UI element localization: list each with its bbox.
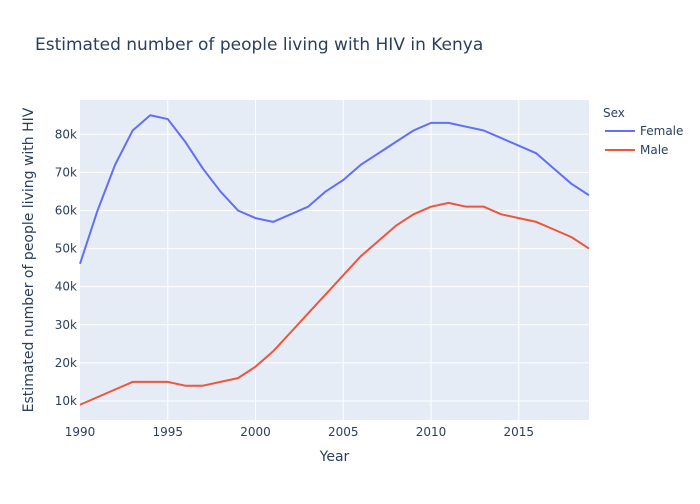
plot-area: [80, 100, 589, 420]
legend-title: Sex: [603, 106, 625, 120]
chart-title: Estimated number of people living with H…: [35, 35, 483, 55]
y-tick-label: 30k: [55, 318, 77, 332]
x-tick-label: 1990: [65, 425, 96, 439]
axis-ticks: 1990 1995 2000 2005 2010 2015 10k 20k 30k 40k 50k 6…: [55, 127, 534, 439]
x-axis-label: Year: [319, 449, 350, 465]
x-tick-label: 1995: [152, 425, 183, 439]
series-line-female: [79, 114, 590, 265]
legend-label-male: Male: [640, 143, 668, 157]
y-tick-label: 80k: [55, 127, 77, 141]
x-tick-label: 2010: [416, 425, 447, 439]
y-tick-label: 20k: [55, 356, 77, 370]
y-tick-label: 60k: [55, 203, 77, 217]
y-axis-label: Estimated number of people living with H…: [21, 107, 37, 412]
y-tick-label: 10k: [55, 394, 77, 408]
x-tick-label: 2015: [504, 425, 535, 439]
legend-items: Female Male: [605, 124, 683, 157]
series-lines: [79, 114, 590, 406]
x-tick-label: 2000: [240, 425, 271, 439]
grid-lines: [80, 100, 589, 420]
y-tick-label: 50k: [55, 242, 77, 256]
legend-label-female: Female: [640, 124, 683, 138]
y-tick-label: 70k: [55, 165, 77, 179]
legend: Sex Female Male: [603, 106, 683, 157]
series-line-male: [79, 201, 590, 406]
x-tick-label: 2005: [328, 425, 359, 439]
y-tick-label: 40k: [55, 280, 77, 294]
